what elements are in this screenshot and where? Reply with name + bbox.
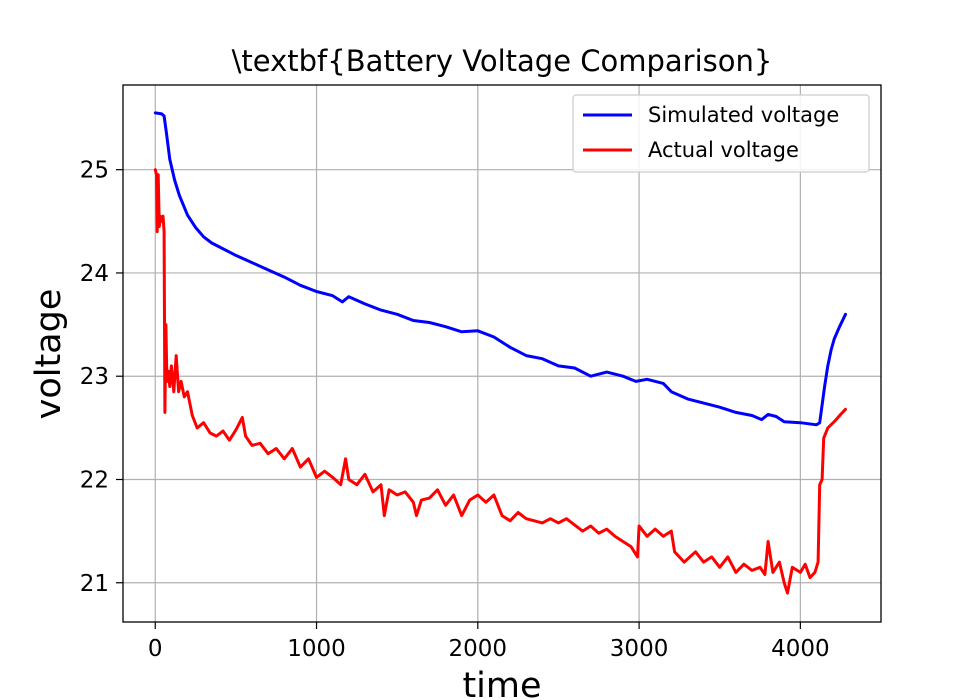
- legend: Simulated voltage Actual voltage: [572, 94, 870, 173]
- x-tick-label: 3000: [610, 636, 669, 662]
- series-layer: [153, 111, 847, 595]
- y-tick-label: 25: [80, 158, 109, 184]
- chart-title: \textbf{Battery Voltage Comparison}: [232, 44, 773, 78]
- y-tick-label: 21: [80, 571, 109, 597]
- y-tick-label: 24: [80, 261, 109, 287]
- x-axis-ticks: 0 1000 2000 3000 4000: [148, 622, 830, 662]
- plot-frame: [122, 84, 882, 623]
- y-tick-label: 22: [80, 467, 109, 493]
- x-tick-label: 0: [148, 636, 163, 662]
- series-line-actual: [153, 168, 847, 595]
- legend-label-simulated: Simulated voltage: [648, 103, 839, 127]
- legend-label-actual: Actual voltage: [648, 138, 799, 162]
- y-tick-label: 23: [80, 364, 109, 390]
- series-line-simulated: [153, 111, 847, 427]
- x-tick-label: 4000: [771, 636, 830, 662]
- legend-box: [572, 94, 870, 173]
- x-tick-label: 2000: [449, 636, 508, 662]
- y-axis-ticks: 21 22 23 24 25: [80, 158, 123, 597]
- plot-area: [123, 85, 881, 622]
- y-axis-label: voltage: [29, 289, 69, 420]
- x-tick-label: 1000: [287, 636, 346, 662]
- x-axis-label: time: [462, 666, 541, 700]
